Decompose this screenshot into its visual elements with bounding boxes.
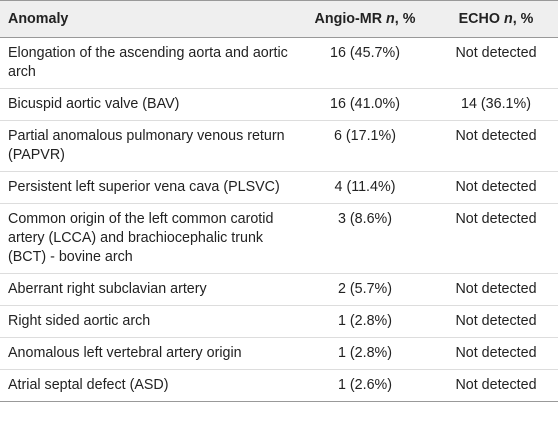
table-cell: Common origin of the left common carotid… xyxy=(0,203,296,274)
table-row: Right sided aortic arch 1 (2.8%) Not detec… xyxy=(0,305,558,338)
header-italic: n xyxy=(386,11,395,27)
table-cell: Right sided aortic arch xyxy=(0,305,296,338)
table-row: Elongation of the ascending aorta and ao… xyxy=(0,37,558,89)
table-cell: Not detected xyxy=(434,305,558,338)
header-text: , % xyxy=(394,11,416,27)
table-cell: Not detected xyxy=(434,120,558,172)
table-row: Persistent left superior vena cava (PLSV… xyxy=(0,171,558,204)
header-text: Angio-MR xyxy=(314,11,383,27)
table-cell: Bicuspid aortic valve (BAV) xyxy=(0,88,296,121)
table-cell: Persistent left superior vena cava (PLSV… xyxy=(0,171,296,204)
table-row: Aberrant right subclavian artery 2 (5.7%)… xyxy=(0,273,558,306)
table-cell: Atrial septal defect (ASD) xyxy=(0,369,296,402)
table-row: Anomalous left vertebral artery origin 1 … xyxy=(0,337,558,370)
header-cell: ECHO n, % xyxy=(434,1,558,38)
table-body: Elongation of the ascending aorta and ao… xyxy=(0,37,558,402)
table-row: Atrial septal defect (ASD) 1 (2.6%) Not de… xyxy=(0,369,558,402)
table-cell: Aberrant right subclavian artery xyxy=(0,273,296,306)
table-cell: 1 (2.8%) xyxy=(296,305,434,338)
table-cell: Not detected xyxy=(434,37,558,89)
header-cell: Angio-MR n, % xyxy=(296,1,434,38)
table-cell: 16 (45.7%) xyxy=(296,37,434,89)
table-cell: Not detected xyxy=(434,369,558,402)
table-cell: 14 (36.1%) xyxy=(434,88,558,121)
header-cell: Anomaly xyxy=(8,11,69,27)
anomaly-table: Anomaly Angio-MR n, % ECHO n, % Elongation… xyxy=(0,0,558,402)
header-row: Anomaly Angio-MR n, % ECHO n, % xyxy=(0,0,558,38)
table-cell: 6 (17.1%) xyxy=(296,120,434,172)
table-cell: 4 (11.4%) xyxy=(296,171,434,204)
table-header: Anomaly Angio-MR n, % ECHO n, % xyxy=(0,0,558,38)
table-cell: Not detected xyxy=(434,273,558,306)
table-row: Bicuspid aortic valve (BAV) 16 (41.0%) 14 … xyxy=(0,88,558,121)
table-cell: 3 (8.6%) xyxy=(296,203,434,274)
header-text: , % xyxy=(512,11,534,27)
table-cell: 1 (2.8%) xyxy=(296,337,434,370)
table-cell: Elongation of the ascending aorta and ao… xyxy=(0,37,296,89)
table-row: Partial anomalous pulmonary venous retur… xyxy=(0,120,558,172)
table-cell: 2 (5.7%) xyxy=(296,273,434,306)
table-row: Common origin of the left common carotid… xyxy=(0,203,558,274)
table-cell: 1 (2.6%) xyxy=(296,369,434,402)
table-cell: Partial anomalous pulmonary venous retur… xyxy=(0,120,296,172)
table-cell: Anomalous left vertebral artery origin xyxy=(0,337,296,370)
header-text: ECHO xyxy=(458,11,500,27)
header-italic: n xyxy=(503,11,513,27)
table-cell: Not detected xyxy=(434,337,558,370)
table-cell: Not detected xyxy=(434,203,558,274)
table-cell: Not detected xyxy=(434,171,558,204)
table-cell: 16 (41.0%) xyxy=(296,88,434,121)
